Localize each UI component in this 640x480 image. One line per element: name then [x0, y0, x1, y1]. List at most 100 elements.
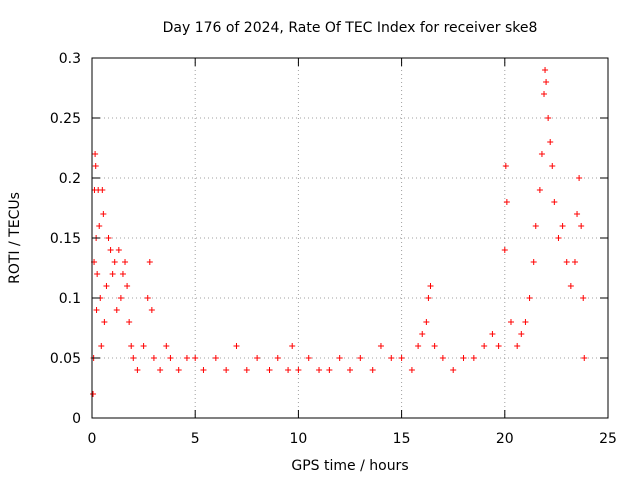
data-point: [357, 355, 364, 361]
data-point: [243, 367, 250, 373]
data-point: [126, 319, 133, 325]
data-point: [503, 199, 510, 205]
data-point: [536, 187, 543, 193]
x-tick-label: 25: [599, 431, 617, 447]
data-points: [90, 67, 588, 397]
data-point: [305, 355, 312, 361]
data-point: [538, 151, 545, 157]
data-point: [326, 367, 333, 373]
data-point: [157, 367, 164, 373]
data-point: [233, 343, 240, 349]
data-point: [285, 367, 292, 373]
data-point: [514, 343, 521, 349]
data-point: [119, 271, 126, 277]
data-point: [130, 355, 137, 361]
x-tick-label: 10: [289, 431, 307, 447]
data-point: [167, 355, 174, 361]
y-tick-label: 0.2: [59, 171, 81, 187]
data-point: [571, 259, 578, 265]
data-point: [419, 331, 426, 337]
data-point: [547, 139, 554, 145]
chart-title: Day 176 of 2024, Rate Of TEC Index for r…: [163, 20, 538, 36]
data-point: [439, 355, 446, 361]
data-point: [128, 343, 135, 349]
data-point: [526, 295, 533, 301]
grid: [92, 58, 608, 418]
data-point: [150, 355, 157, 361]
data-point: [144, 295, 151, 301]
data-point: [96, 223, 103, 229]
data-point: [101, 319, 108, 325]
data-point: [212, 355, 219, 361]
data-point: [545, 115, 552, 121]
data-point: [489, 331, 496, 337]
data-point: [427, 283, 434, 289]
data-point: [336, 355, 343, 361]
y-axis-label: ROTI / TECUs: [7, 192, 23, 284]
data-point: [543, 79, 550, 85]
data-point: [580, 295, 587, 301]
data-point: [316, 367, 323, 373]
data-point: [103, 283, 110, 289]
data-point: [266, 367, 273, 373]
x-tick-label: 15: [393, 431, 411, 447]
data-point: [549, 163, 556, 169]
data-point: [450, 367, 457, 373]
data-point: [148, 307, 155, 313]
data-point: [92, 163, 99, 169]
data-point: [563, 259, 570, 265]
data-point: [425, 295, 432, 301]
data-point: [347, 367, 353, 373]
data-point: [289, 343, 296, 349]
data-point: [578, 223, 585, 229]
y-tick-label: 0: [72, 411, 81, 427]
data-point: [175, 367, 182, 373]
data-point: [163, 343, 170, 349]
x-tick-label: 20: [496, 431, 514, 447]
data-point: [254, 355, 261, 361]
data-point: [559, 223, 566, 229]
data-point: [518, 331, 525, 337]
data-point: [92, 151, 99, 157]
data-point: [100, 211, 107, 217]
data-point: [134, 367, 141, 373]
y-tick-label: 0.25: [50, 111, 81, 127]
data-point: [111, 259, 118, 265]
data-point: [124, 283, 131, 289]
x-tick-label: 5: [191, 431, 200, 447]
data-point: [369, 367, 376, 373]
data-point: [532, 223, 539, 229]
data-point: [530, 259, 537, 265]
data-point: [146, 259, 153, 265]
data-point: [470, 355, 477, 361]
data-point: [99, 187, 106, 193]
data-point: [115, 247, 122, 253]
data-point: [502, 163, 509, 169]
data-point: [555, 235, 562, 241]
data-point: [460, 355, 467, 361]
data-point: [117, 295, 124, 301]
data-point: [109, 271, 116, 277]
data-point: [105, 235, 112, 241]
data-point: [501, 247, 508, 253]
x-tick-labels: 0 5 10 15 20 25: [88, 431, 617, 447]
data-point: [398, 355, 405, 361]
data-point: [183, 355, 190, 361]
data-point: [377, 343, 384, 349]
y-tick-label: 0.1: [59, 291, 81, 307]
data-point: [507, 319, 514, 325]
data-point: [576, 175, 583, 181]
x-tick-label: 0: [88, 431, 97, 447]
data-point: [415, 343, 422, 349]
data-point: [481, 343, 488, 349]
data-point: [541, 91, 548, 97]
data-point: [567, 283, 574, 289]
data-point: [274, 355, 281, 361]
data-point: [107, 247, 114, 253]
tick-marks: [91, 57, 609, 419]
y-tick-labels: 0 0.05 0.1 0.15 0.2 0.25 0.3: [50, 51, 81, 427]
data-point: [200, 367, 207, 373]
data-point: [113, 307, 120, 313]
data-point: [122, 259, 129, 265]
